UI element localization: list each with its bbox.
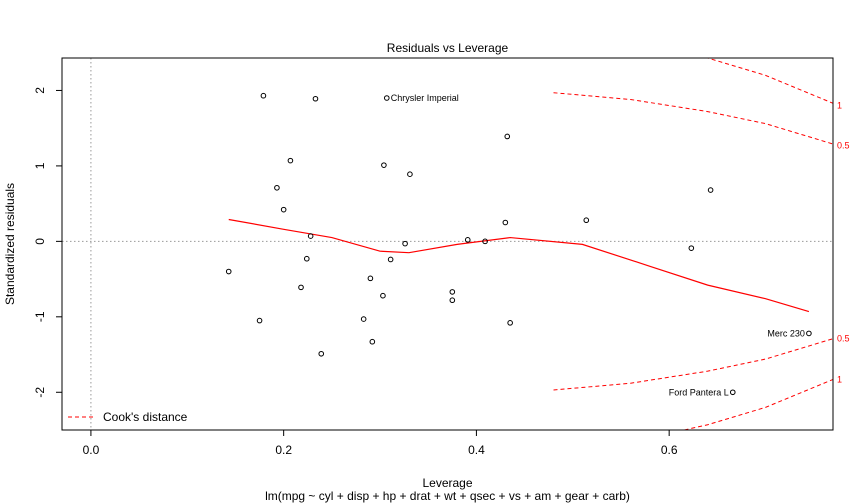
data-point (502, 219, 509, 226)
point-label: Ford Pantera L (669, 387, 729, 397)
data-point (729, 389, 736, 396)
data-point (307, 233, 314, 239)
data-point (407, 171, 413, 178)
y-tick-label: 0 (33, 238, 47, 245)
x-tick-label: 0.2 (275, 443, 292, 457)
chart-title: Residuals vs Leverage (387, 41, 509, 55)
x-axis-label: Leverage (422, 476, 472, 490)
data-point (464, 237, 471, 243)
cooks-contour-label: 0.5 (837, 334, 850, 344)
data-point (806, 330, 812, 337)
data-point (387, 256, 394, 263)
smooth-line (228, 218, 810, 313)
cooks-contour-upper-0 (705, 58, 833, 104)
data-point (504, 133, 511, 140)
cooks-contour-lower-0 (681, 378, 833, 430)
data-point (280, 206, 287, 213)
point-label: Merc 230 (767, 328, 805, 338)
cooks-contour-label: 1 (837, 374, 842, 384)
plot-frame (61, 57, 834, 431)
y-axis-label: Standardized residuals (3, 183, 17, 305)
data-point (402, 240, 408, 247)
data-point (360, 316, 367, 322)
y-tick-label: 2 (33, 87, 47, 94)
data-point (256, 317, 263, 324)
data-point (381, 162, 387, 168)
cooks-contour-upper-1 (553, 92, 833, 145)
data-point (482, 238, 488, 245)
data-point (707, 187, 714, 193)
data-point (260, 92, 267, 99)
y-tick-label: 1 (33, 162, 47, 169)
plot-region (62, 58, 833, 430)
chart-subtitle: lm(mpg ~ cyl + disp + hp + drat + wt + q… (265, 489, 630, 503)
data-point (583, 217, 590, 224)
y-tick-label: -2 (33, 387, 47, 398)
cooks-contour-label: 0.5 (837, 141, 850, 151)
y-tick-label: -1 (33, 311, 47, 322)
x-tick-label: 0.6 (661, 443, 678, 457)
data-point (383, 95, 390, 101)
data-point (380, 292, 386, 299)
data-point (312, 95, 319, 102)
data-point (449, 289, 456, 295)
data-point (449, 297, 456, 304)
data-point (507, 320, 513, 326)
data-point (369, 338, 376, 345)
point-label: Chrysler Imperial (391, 93, 459, 103)
data-point (303, 255, 310, 262)
legend-cooks-label: Cook's distance (103, 410, 188, 424)
x-tick-label: 0.4 (468, 443, 485, 457)
data-point (298, 284, 304, 291)
data-point (318, 350, 325, 357)
data-point (688, 245, 695, 251)
data-point (287, 157, 294, 164)
cooks-contour-label: 1 (837, 101, 842, 111)
cooks-contour-lower-1 (553, 338, 833, 391)
data-point (367, 275, 374, 282)
x-tick-label: 0.0 (83, 443, 100, 457)
data-point (274, 184, 280, 191)
data-point (225, 268, 232, 275)
